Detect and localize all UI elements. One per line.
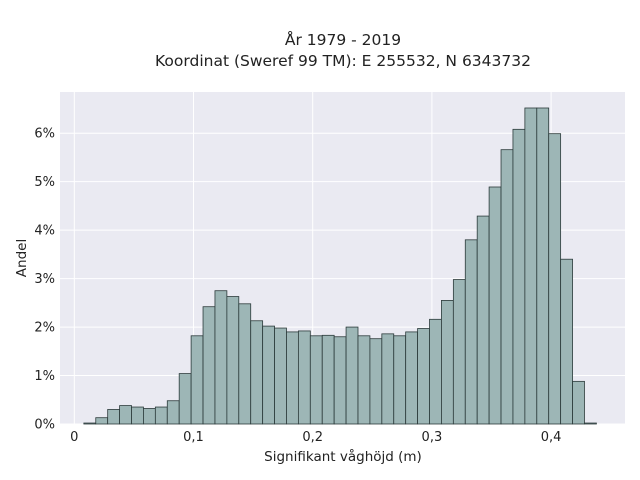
histogram-bar (178, 373, 192, 425)
histogram-bar (190, 335, 204, 425)
histogram-bars (83, 107, 597, 425)
histogram-bar (83, 422, 97, 425)
x-tick-label: 0,3 (422, 430, 443, 445)
histogram-bar (119, 405, 132, 425)
histogram-bar (309, 335, 323, 425)
histogram-bar (250, 320, 264, 425)
histogram-bar (214, 290, 228, 425)
histogram-bar (321, 334, 335, 425)
histogram-bar (95, 417, 109, 425)
histogram-bar (560, 258, 573, 425)
histogram-bar (286, 331, 299, 425)
y-axis-label: Andel (14, 239, 30, 277)
histogram-bar (154, 406, 168, 425)
histogram-bar (381, 333, 395, 425)
histogram-bar (429, 318, 442, 425)
histogram-bar (488, 186, 502, 425)
histogram-bar (464, 239, 478, 425)
histogram-bar (333, 336, 347, 425)
histogram-bar (262, 325, 275, 425)
chart-title-line1: År 1979 - 2019 (285, 30, 401, 49)
y-axis-ticks: 0% 1% 2% 3% 4% 5% 6% (34, 127, 55, 433)
x-tick-label: 0 (70, 430, 78, 445)
histogram-bar (357, 335, 371, 425)
histogram-bar (238, 303, 252, 425)
y-tick-label: 5% (34, 175, 55, 190)
histogram-bar (369, 338, 383, 425)
histogram-bar (441, 300, 454, 425)
histogram-bar (548, 133, 562, 425)
histogram-bar (524, 107, 538, 425)
histogram-bar (417, 328, 430, 425)
histogram-bar (393, 335, 407, 425)
x-tick-label: 0,2 (302, 430, 323, 445)
x-axis-label: Signifikant våghöjd (m) (264, 448, 422, 465)
histogram-bar (452, 279, 466, 425)
x-axis-ticks: 0 0,1 0,2 0,3 0,4 (70, 430, 561, 445)
y-tick-label: 2% (34, 321, 55, 336)
histogram-bar (131, 406, 144, 425)
histogram-bar (572, 380, 585, 425)
histogram-bar (500, 149, 514, 425)
y-tick-label: 1% (34, 369, 55, 384)
histogram-bar (166, 400, 180, 425)
histogram-bar (226, 296, 240, 425)
histogram-bar (345, 326, 359, 425)
y-tick-label: 6% (34, 127, 55, 142)
y-tick-label: 0% (34, 418, 55, 433)
histogram-bar (274, 327, 287, 425)
x-tick-label: 0,4 (541, 430, 562, 445)
x-tick-label: 0,1 (183, 430, 204, 445)
histogram-bar (584, 422, 597, 425)
histogram-bar (107, 409, 120, 425)
histogram-bar (536, 107, 550, 425)
histogram-bar (297, 330, 311, 425)
y-tick-label: 3% (34, 272, 55, 287)
histogram-bar (405, 331, 418, 425)
histogram-bar (143, 408, 156, 425)
histogram-bar (512, 128, 526, 425)
chart-title-line2: Koordinat (Sweref 99 TM): E 255532, N 63… (155, 52, 531, 70)
histogram-bar (476, 215, 490, 425)
histogram-bar (202, 306, 216, 425)
y-tick-label: 4% (34, 224, 55, 239)
